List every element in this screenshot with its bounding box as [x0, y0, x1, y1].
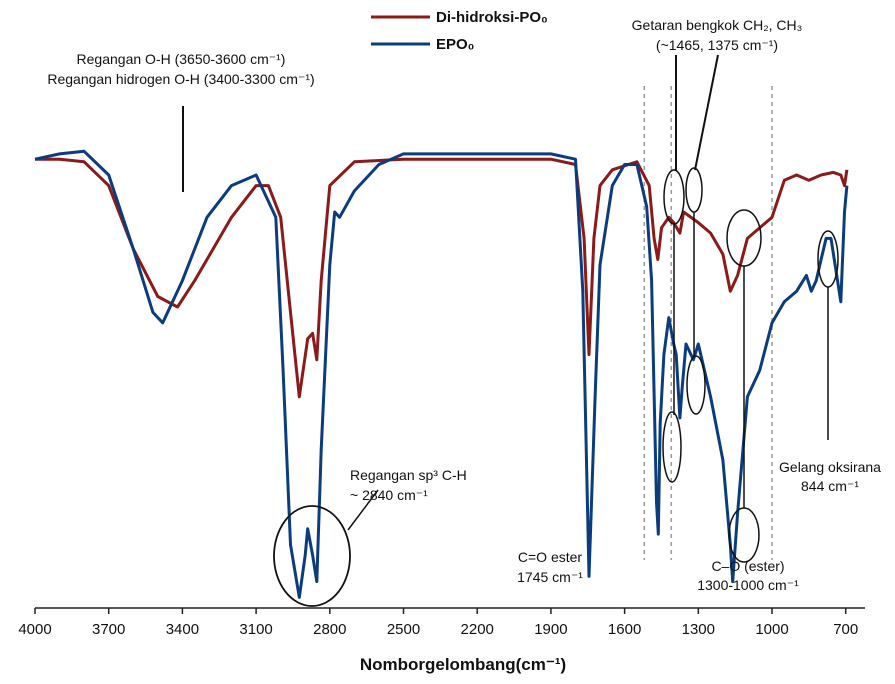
annotation-c-o-line1: C–O (ester) — [711, 558, 784, 574]
x-tick-label-2200: 2200 — [461, 621, 494, 638]
annotation-c-o-line2: 1300-1000 cm⁻¹ — [697, 577, 799, 593]
annotation-sp3-ch: Regangan sp³ C-H ~ 2840 cm⁻¹ — [273, 467, 467, 607]
annotation-c-o-ester: C–O (ester) 1300-1000 cm⁻¹ — [697, 209, 799, 593]
annotation-oxirane-line2: 844 cm⁻¹ — [801, 478, 859, 494]
annotation-circle-1160-bottom — [728, 507, 760, 563]
annotation-circle-1465-bottom — [662, 411, 682, 483]
legend-label-epo: EPO₀ — [436, 36, 474, 53]
x-axis-ticks: 4000 3700 3400 3100 2800 2500 2200 1900 1600 1300… — [18, 608, 858, 638]
series-layer — [34, 149, 849, 599]
annotation-circle-1465-top — [663, 169, 685, 225]
x-tick-label-1600: 1600 — [608, 621, 641, 638]
annotation-oxirane-line1: Gelang oksirana — [779, 459, 881, 475]
x-tick-label-1000: 1000 — [755, 621, 788, 638]
annotation-bend-line1: Getaran bengkok CH₂, CH₃ — [632, 17, 803, 33]
x-tick-label-1300: 1300 — [682, 621, 715, 638]
x-tick-label-3100: 3100 — [239, 621, 272, 638]
annotation-co-ester: C=O ester 1745 cm⁻¹ — [517, 549, 583, 585]
reference-lines — [643, 86, 773, 560]
annotation-circle-1160-top — [726, 209, 762, 267]
annotation-oh-stretch: Regangan O-H (3650-3600 cm⁻¹) Regangan h… — [47, 51, 315, 192]
annotation-ch-bending: Getaran bengkok CH₂, CH₃ (~1465, 1375 cm… — [632, 17, 803, 483]
x-tick-label-3700: 3700 — [92, 621, 125, 638]
annotation-oh-line1: Regangan O-H (3650-3600 cm⁻¹) — [77, 51, 286, 67]
x-tick-label-700: 700 — [833, 621, 858, 638]
annotation-oxirane: Gelang oksirana 844 cm⁻¹ — [779, 230, 881, 494]
series-line-1 — [34, 149, 849, 599]
x-tick-label-4000: 4000 — [18, 621, 51, 638]
annotation-bend-line2: (~1465, 1375 cm⁻¹) — [656, 37, 778, 53]
annotation-ch-pointer — [347, 489, 379, 531]
annotation-oh-line2: Regangan hidrogen O-H (3400-3300 cm⁻¹) — [47, 71, 314, 87]
x-tick-label-2800: 2800 — [313, 621, 346, 638]
legend-label-di-hidroksi: Di-hidroksi-PO₀ — [436, 9, 548, 26]
series-line-0 — [35, 157, 849, 399]
x-tick-label-2500: 2500 — [387, 621, 420, 638]
annotation-circle-1375-bottom — [686, 355, 706, 415]
annotation-co-ester-line1: C=O ester — [518, 549, 583, 565]
annotation-co-ester-line2: 1745 cm⁻¹ — [517, 569, 583, 585]
x-axis-label: Nomborgelombang(cm⁻¹) — [360, 655, 566, 674]
legend: Di-hidroksi-PO₀ EPO₀ — [371, 9, 548, 53]
annotation-circle-1375-top — [685, 167, 703, 213]
annotation-ch-line2: ~ 2840 cm⁻¹ — [350, 487, 428, 503]
x-tick-label-3400: 3400 — [166, 621, 199, 638]
annotation-bend-pointer-1375 — [694, 54, 719, 171]
annotation-circle-ch — [273, 505, 351, 607]
x-tick-label-1900: 1900 — [534, 621, 567, 638]
annotation-ch-line1: Regangan sp³ C-H — [350, 467, 467, 483]
